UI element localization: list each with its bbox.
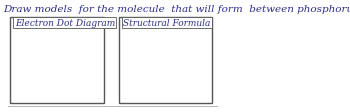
Text: Structural Formula: Structural Formula: [124, 19, 211, 28]
Text: Electron Dot Diagram: Electron Dot Diagram: [15, 19, 115, 28]
FancyBboxPatch shape: [10, 18, 104, 103]
FancyBboxPatch shape: [119, 18, 212, 103]
Text: Draw models  for the molecule  that will form  between phosphorus atoms.: Draw models for the molecule that will f…: [4, 5, 350, 14]
